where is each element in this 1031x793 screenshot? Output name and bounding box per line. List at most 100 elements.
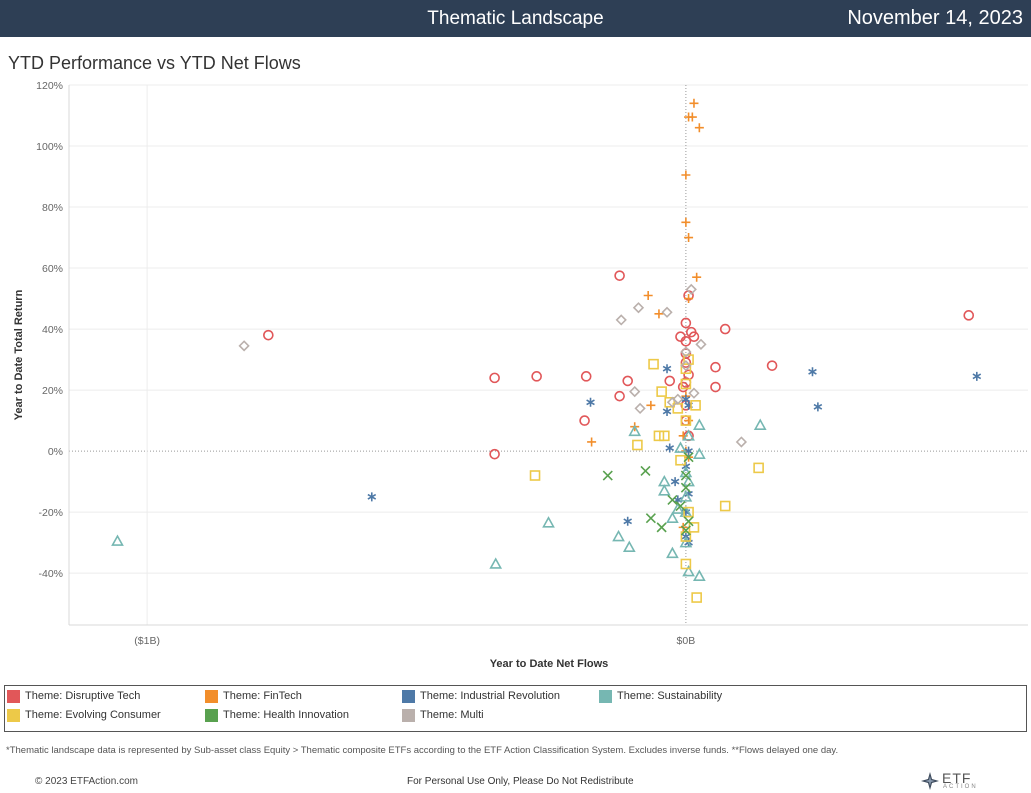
data-point-plus (587, 437, 597, 447)
logo-mark-icon (921, 772, 939, 790)
legend-label: Theme: Health Innovation (223, 709, 349, 722)
data-point-plus (684, 416, 694, 426)
data-point-x (675, 500, 686, 512)
data-point-circle (489, 372, 500, 384)
data-point-square (632, 439, 643, 451)
data-point-square (680, 378, 692, 390)
x-axis-label: Year to Date Net Flows (490, 658, 609, 670)
data-point-circle (680, 357, 692, 368)
data-point-diamond (629, 385, 641, 398)
data-point-triangle (489, 557, 503, 569)
data-point-diamond (632, 302, 645, 314)
data-point-plus (681, 170, 691, 180)
data-point-diamond (688, 387, 700, 399)
data-point-asterisk (808, 367, 817, 377)
data-point-triangle (682, 429, 695, 441)
data-point-asterisk (972, 371, 982, 381)
legend-label: Theme: Multi (420, 709, 484, 722)
legend-swatch (7, 708, 20, 722)
legend-swatch (205, 708, 218, 722)
data-point-triangle (692, 418, 706, 430)
report-date: November 14, 2023 (847, 7, 1023, 29)
data-point-triangle (682, 564, 695, 577)
data-point-square (680, 531, 692, 542)
grid-layer (69, 84, 1028, 625)
data-point-circle (622, 375, 633, 387)
data-point-x (645, 513, 656, 524)
data-point-x (680, 470, 691, 481)
data-point-triangle (657, 474, 671, 487)
header-bar: Thematic Landscape November 14, 2023 (0, 0, 1031, 37)
data-point-triangle (679, 535, 693, 548)
data-point-plus (684, 294, 694, 304)
legend-swatch (599, 689, 612, 703)
y-tick-label: 80% (42, 202, 63, 214)
logo-text: ETF (942, 770, 972, 786)
data-point-diamond (238, 340, 250, 352)
legend-item-industrial-revolution[interactable]: Theme: Industrial Revolution (402, 689, 560, 705)
data-point-triangle (674, 441, 687, 453)
legend-item-sustainability[interactable]: Theme: Sustainability (599, 689, 722, 705)
data-point-circle (580, 371, 592, 382)
data-point-square (691, 592, 702, 603)
data-point-square (675, 454, 686, 466)
legend-swatch (402, 708, 415, 722)
y-axis-label: Year to Date Total Return (13, 289, 25, 420)
data-point-plus (646, 400, 656, 410)
data-point-circle (710, 361, 721, 373)
legend-item-fintech[interactable]: Theme: FinTech (205, 689, 302, 705)
data-point-triangle (628, 424, 642, 437)
data-point-circle (489, 448, 500, 460)
legend-item-health-innovation[interactable]: Theme: Health Innovation (205, 708, 349, 724)
data-point-asterisk (623, 516, 633, 526)
legend-swatch (402, 689, 415, 703)
data-point-asterisk (813, 402, 823, 412)
data-point-circle (614, 390, 625, 402)
data-point-plus (689, 98, 699, 108)
data-point-square (719, 500, 731, 512)
legend-item-disruptive-tech[interactable]: Theme: Disruptive Tech (7, 689, 140, 705)
x-tick-label: ($1B) (134, 635, 160, 647)
series-health-innovation (602, 452, 694, 536)
data-point-triangle (612, 529, 625, 542)
data-point-triangle (692, 447, 706, 459)
data-point-square (529, 470, 541, 481)
data-point-diamond (685, 283, 697, 296)
series-industrial-revolution (367, 364, 982, 548)
y-tick-label: 60% (42, 263, 63, 275)
x-tick-label: $0B (677, 635, 696, 647)
data-point-diamond (680, 360, 692, 372)
data-point-triangle (666, 511, 679, 524)
data-point-circle (579, 415, 590, 426)
legend-item-multi[interactable]: Theme: Multi (402, 708, 484, 724)
data-point-triangle (666, 546, 679, 559)
data-point-asterisk (662, 406, 672, 416)
legend-swatch (205, 689, 218, 703)
data-point-diamond (735, 436, 748, 448)
y-tick-label: -20% (38, 507, 63, 519)
data-point-circle (719, 323, 731, 335)
usage-notice: For Personal Use Only, Please Do Not Red… (407, 776, 634, 787)
data-point-x (667, 494, 678, 505)
data-point-x (680, 525, 691, 536)
scatter-chart: 120% 100% 80% 60% 40% 20% 0% -20% -40% ($1B) $0B Y… (13, 80, 1028, 670)
data-point-diamond (634, 402, 646, 415)
data-point-x (683, 516, 694, 527)
y-tick-label: 120% (36, 80, 63, 92)
data-point-asterisk (681, 394, 691, 404)
series-disruptive-tech (263, 270, 975, 460)
legend-item-evolving-consumer[interactable]: Theme: Evolving Consumer (7, 708, 161, 724)
data-point-square (664, 396, 676, 408)
data-point-circle (680, 335, 692, 347)
axis-layer: 120% 100% 80% 60% 40% 20% 0% -20% -40% ($1B) $0B (36, 80, 1028, 647)
y-tick-label: -40% (38, 568, 63, 580)
legend-label: Theme: Industrial Revolution (420, 690, 561, 703)
data-point-asterisk (367, 492, 377, 502)
footnote: *Thematic landscape data is represented … (6, 745, 839, 756)
data-point-plus (692, 272, 702, 282)
data-point-square (690, 400, 701, 411)
data-point-triangle (671, 502, 685, 514)
data-point-circle (710, 381, 721, 393)
data-point-triangle (111, 534, 124, 546)
etf-action-logo[interactable]: ETF ACTION (920, 770, 980, 792)
